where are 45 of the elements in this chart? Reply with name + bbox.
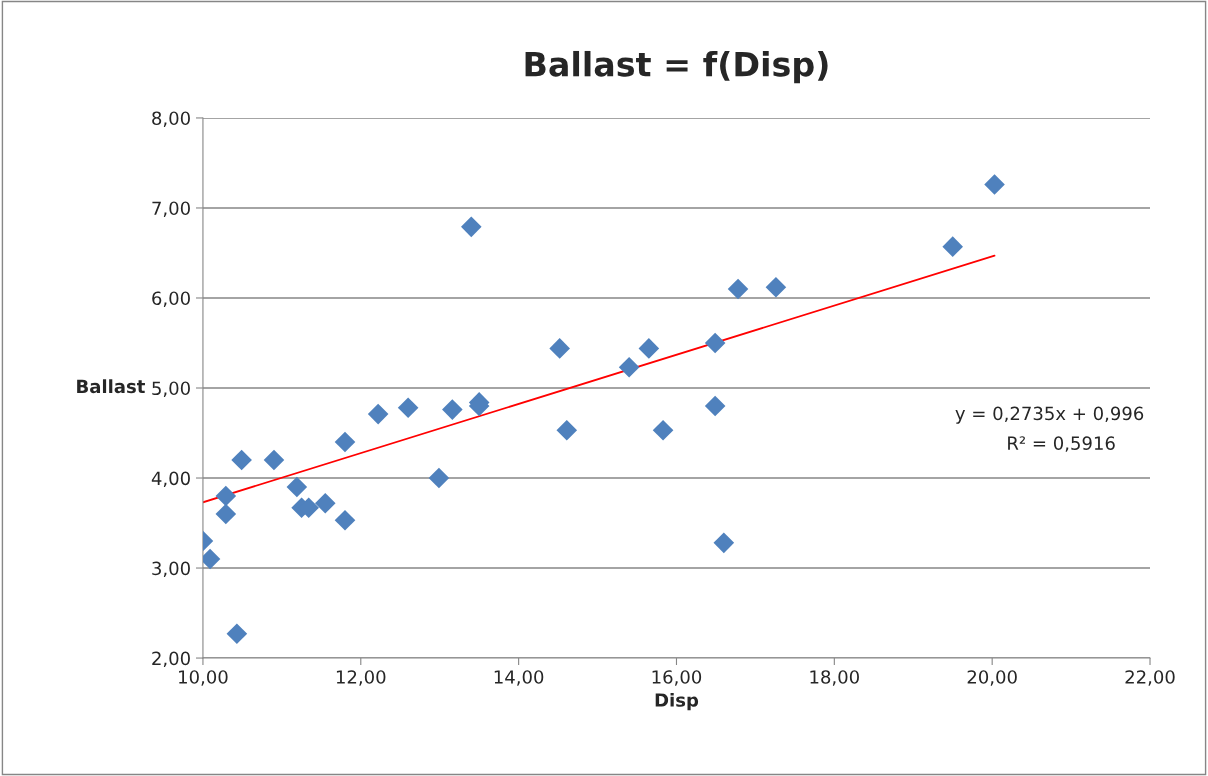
annotation: R² = 0,5916 [1008,436,1115,452]
point [215,485,237,507]
point [556,420,578,441]
point [428,467,450,489]
point [215,503,237,525]
x-axis-title: Disp [655,692,699,711]
y-tick-label: 5,00 [152,381,190,397]
point [286,476,308,498]
point [442,399,463,420]
point [618,357,640,378]
point [334,510,356,531]
y-tick-label: 6,00 [152,291,190,307]
y-tick-label: 4,00 [151,471,190,487]
point [226,623,248,645]
y-tick-label: 7,00 [152,201,190,217]
point [704,395,726,417]
point [314,492,336,514]
x-tick-label: 20,00 [967,670,1017,686]
y-tick-label: 8,00 [152,111,190,127]
x-tick-label: 10,00 [179,670,228,686]
x-tick-label: 16,00 [652,670,702,686]
annotation: y = 0,2735x + 0,996 [955,406,1144,424]
point [652,420,674,441]
chart-title: Ballast = f(Disp) [525,50,828,84]
point [231,449,252,471]
point [765,276,787,298]
point [984,174,1005,195]
point [727,278,749,300]
y-tick-label: 3,00 [152,561,190,577]
y-axis-title: Ballast [77,379,145,394]
point [942,236,964,257]
x-tick-label: 18,00 [810,670,859,686]
x-tick-label: 12,00 [336,670,386,686]
x-tick-label: 14,00 [494,670,544,686]
point [549,338,570,359]
point [334,431,356,453]
point [704,332,726,354]
point [638,338,660,359]
point [397,397,419,419]
point [713,532,735,554]
point [460,216,482,238]
point [367,403,389,425]
x-tick-label: 22,00 [1125,670,1175,686]
point [263,449,285,471]
y-tick-label: 2,00 [152,651,190,668]
